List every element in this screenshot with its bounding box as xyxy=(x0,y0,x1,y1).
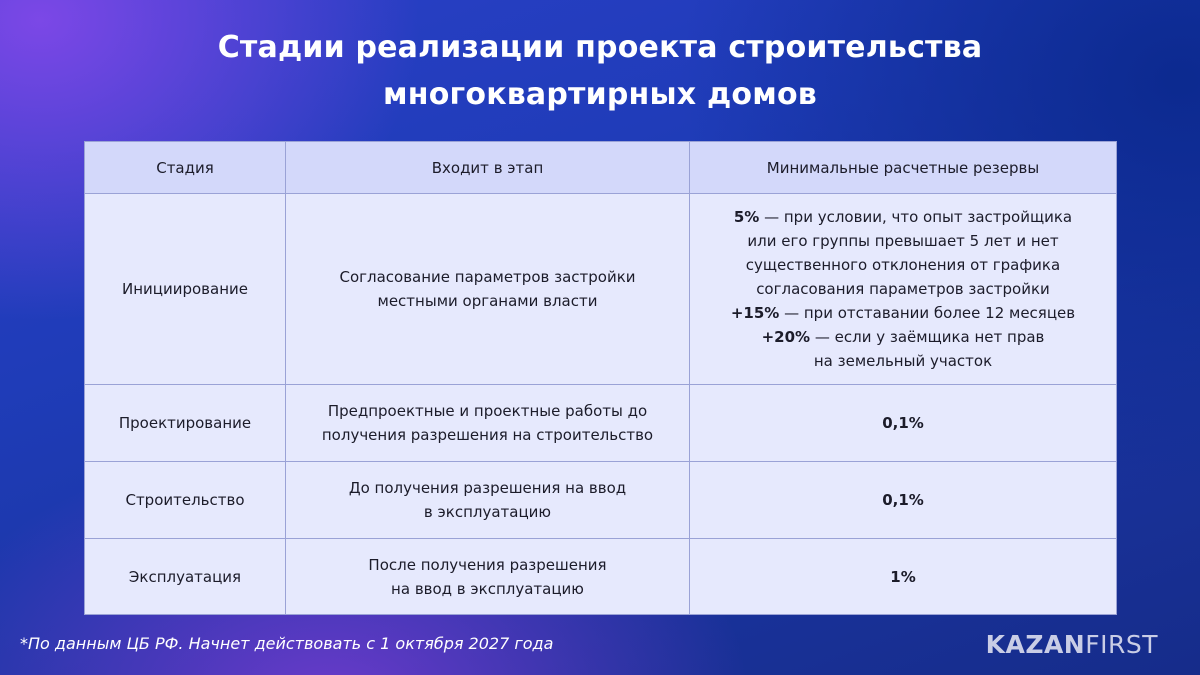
reserve-text: — при отставании более 12 месяцев xyxy=(779,304,1076,322)
table-row: Проектирование Предпроектные и проектные… xyxy=(84,384,1117,462)
title-line-2: многоквартирных домов xyxy=(383,77,817,112)
phase-line: Предпроектные и проектные работы до xyxy=(327,402,648,420)
reserve-line: +20% — если у заёмщика нет прав xyxy=(704,325,1102,349)
phase-line: в эксплуатацию xyxy=(423,503,552,521)
logo-part-kazan: KAZAN xyxy=(985,630,1086,659)
reserve-line: существенного отклонения от графика xyxy=(745,256,1061,274)
phase-line: на ввод в эксплуатацию xyxy=(391,579,584,598)
phase-cell: Согласование параметров застройки местны… xyxy=(285,193,690,385)
table-row: Эксплуатация После получения разрешения … xyxy=(84,538,1117,615)
header-reserves: Минимальные расчетные резервы xyxy=(689,141,1117,194)
kazanfirst-logo: KAZANFIRST xyxy=(986,630,1158,659)
reserve-line: +15% — при отставании более 12 месяцев xyxy=(704,301,1102,325)
header-stage: Стадия xyxy=(84,141,286,194)
title-line-1: Стадии реализации проекта строительства xyxy=(217,30,983,65)
reserve-line: на земельный участок xyxy=(813,352,993,370)
reserve-value: 1% xyxy=(689,538,1117,615)
stages-table: Стадия Входит в этап Минимальные расчетн… xyxy=(84,141,1117,615)
phase-cell: До получения разрешения на ввод в эксплу… xyxy=(285,461,690,539)
phase-line: местными органами власти xyxy=(377,292,598,310)
stage-cell: Эксплуатация xyxy=(84,538,286,615)
stage-cell: Проектирование xyxy=(84,384,286,462)
reserve-line: 5% — при условии, что опыт застройщика xyxy=(704,205,1102,229)
table-row: Строительство До получения разрешения на… xyxy=(84,461,1117,539)
reserves-cell: 5% — при условии, что опыт застройщика и… xyxy=(689,193,1117,385)
page-title: Стадии реализации проекта строительства … xyxy=(0,24,1200,118)
phase-cell: Предпроектные и проектные работы до полу… xyxy=(285,384,690,462)
footnote: *По данным ЦБ РФ. Начнет действовать с 1… xyxy=(20,634,554,653)
reserve-value: 0,1% xyxy=(689,461,1117,539)
reserve-text: — если у заёмщика нет прав xyxy=(810,328,1045,346)
phase-line: До получения разрешения на ввод xyxy=(348,479,627,497)
phase-line: получения разрешения на строительство xyxy=(321,426,654,444)
reserve-percent: 5% xyxy=(733,208,760,226)
header-phase: Входит в этап xyxy=(285,141,690,194)
table-header-row: Стадия Входит в этап Минимальные расчетн… xyxy=(84,141,1117,194)
stage-cell: Строительство xyxy=(84,461,286,539)
logo-part-first: FIRST xyxy=(1085,630,1158,659)
reserve-percent: +20% xyxy=(761,328,811,346)
table-row: Инициирование Согласование параметров за… xyxy=(84,193,1117,385)
phase-line: После получения разрешения xyxy=(368,555,607,574)
reserve-percent: +15% xyxy=(730,304,780,322)
reserve-line: или его группы превышает 5 лет и нет xyxy=(747,232,1059,250)
reserve-value: 0,1% xyxy=(689,384,1117,462)
phase-cell: После получения разрешения на ввод в экс… xyxy=(285,538,690,615)
phase-line: Согласование параметров застройки xyxy=(339,268,636,286)
reserve-line: согласования параметров застройки xyxy=(756,280,1050,298)
reserve-text: — при условии, что опыт застройщика xyxy=(759,208,1073,226)
stage-cell: Инициирование xyxy=(84,193,286,385)
